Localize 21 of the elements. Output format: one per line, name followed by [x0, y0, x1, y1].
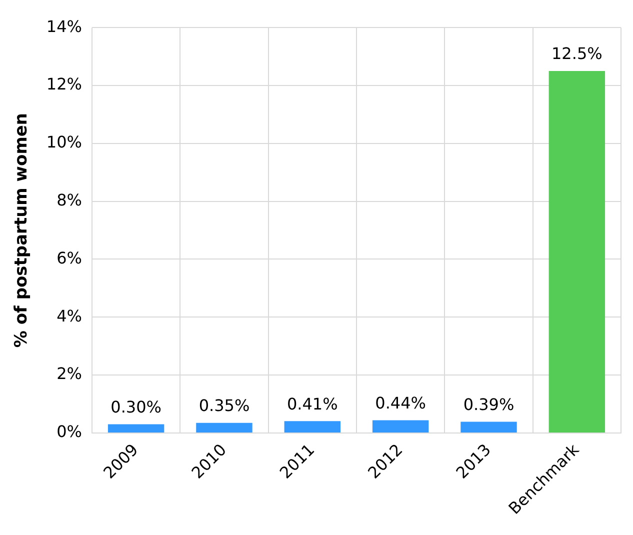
y-tick-label: 4% [56, 306, 82, 326]
bar [108, 424, 164, 432]
y-tick-label: 14% [46, 16, 82, 36]
data-label: 0.41% [286, 394, 338, 414]
y-tick-label: 6% [56, 248, 82, 268]
bar [372, 420, 429, 432]
y-axis-title: % of postpartum women [12, 112, 32, 348]
data-label: 0.35% [198, 396, 250, 416]
y-tick-label: 0% [56, 422, 82, 442]
data-label: 0.30% [110, 397, 162, 416]
data-label: 0.44% [375, 393, 426, 412]
bar [284, 421, 340, 432]
bar [460, 422, 517, 432]
y-tick-label: 12% [46, 74, 82, 94]
data-label: 12.5% [552, 44, 602, 64]
bar [548, 71, 606, 432]
y-tick-label: 8% [56, 190, 82, 210]
y-tick-label: 2% [56, 364, 82, 384]
y-tick-label: 10% [46, 132, 82, 152]
data-label: 0.39% [463, 394, 514, 414]
bar [196, 422, 252, 432]
